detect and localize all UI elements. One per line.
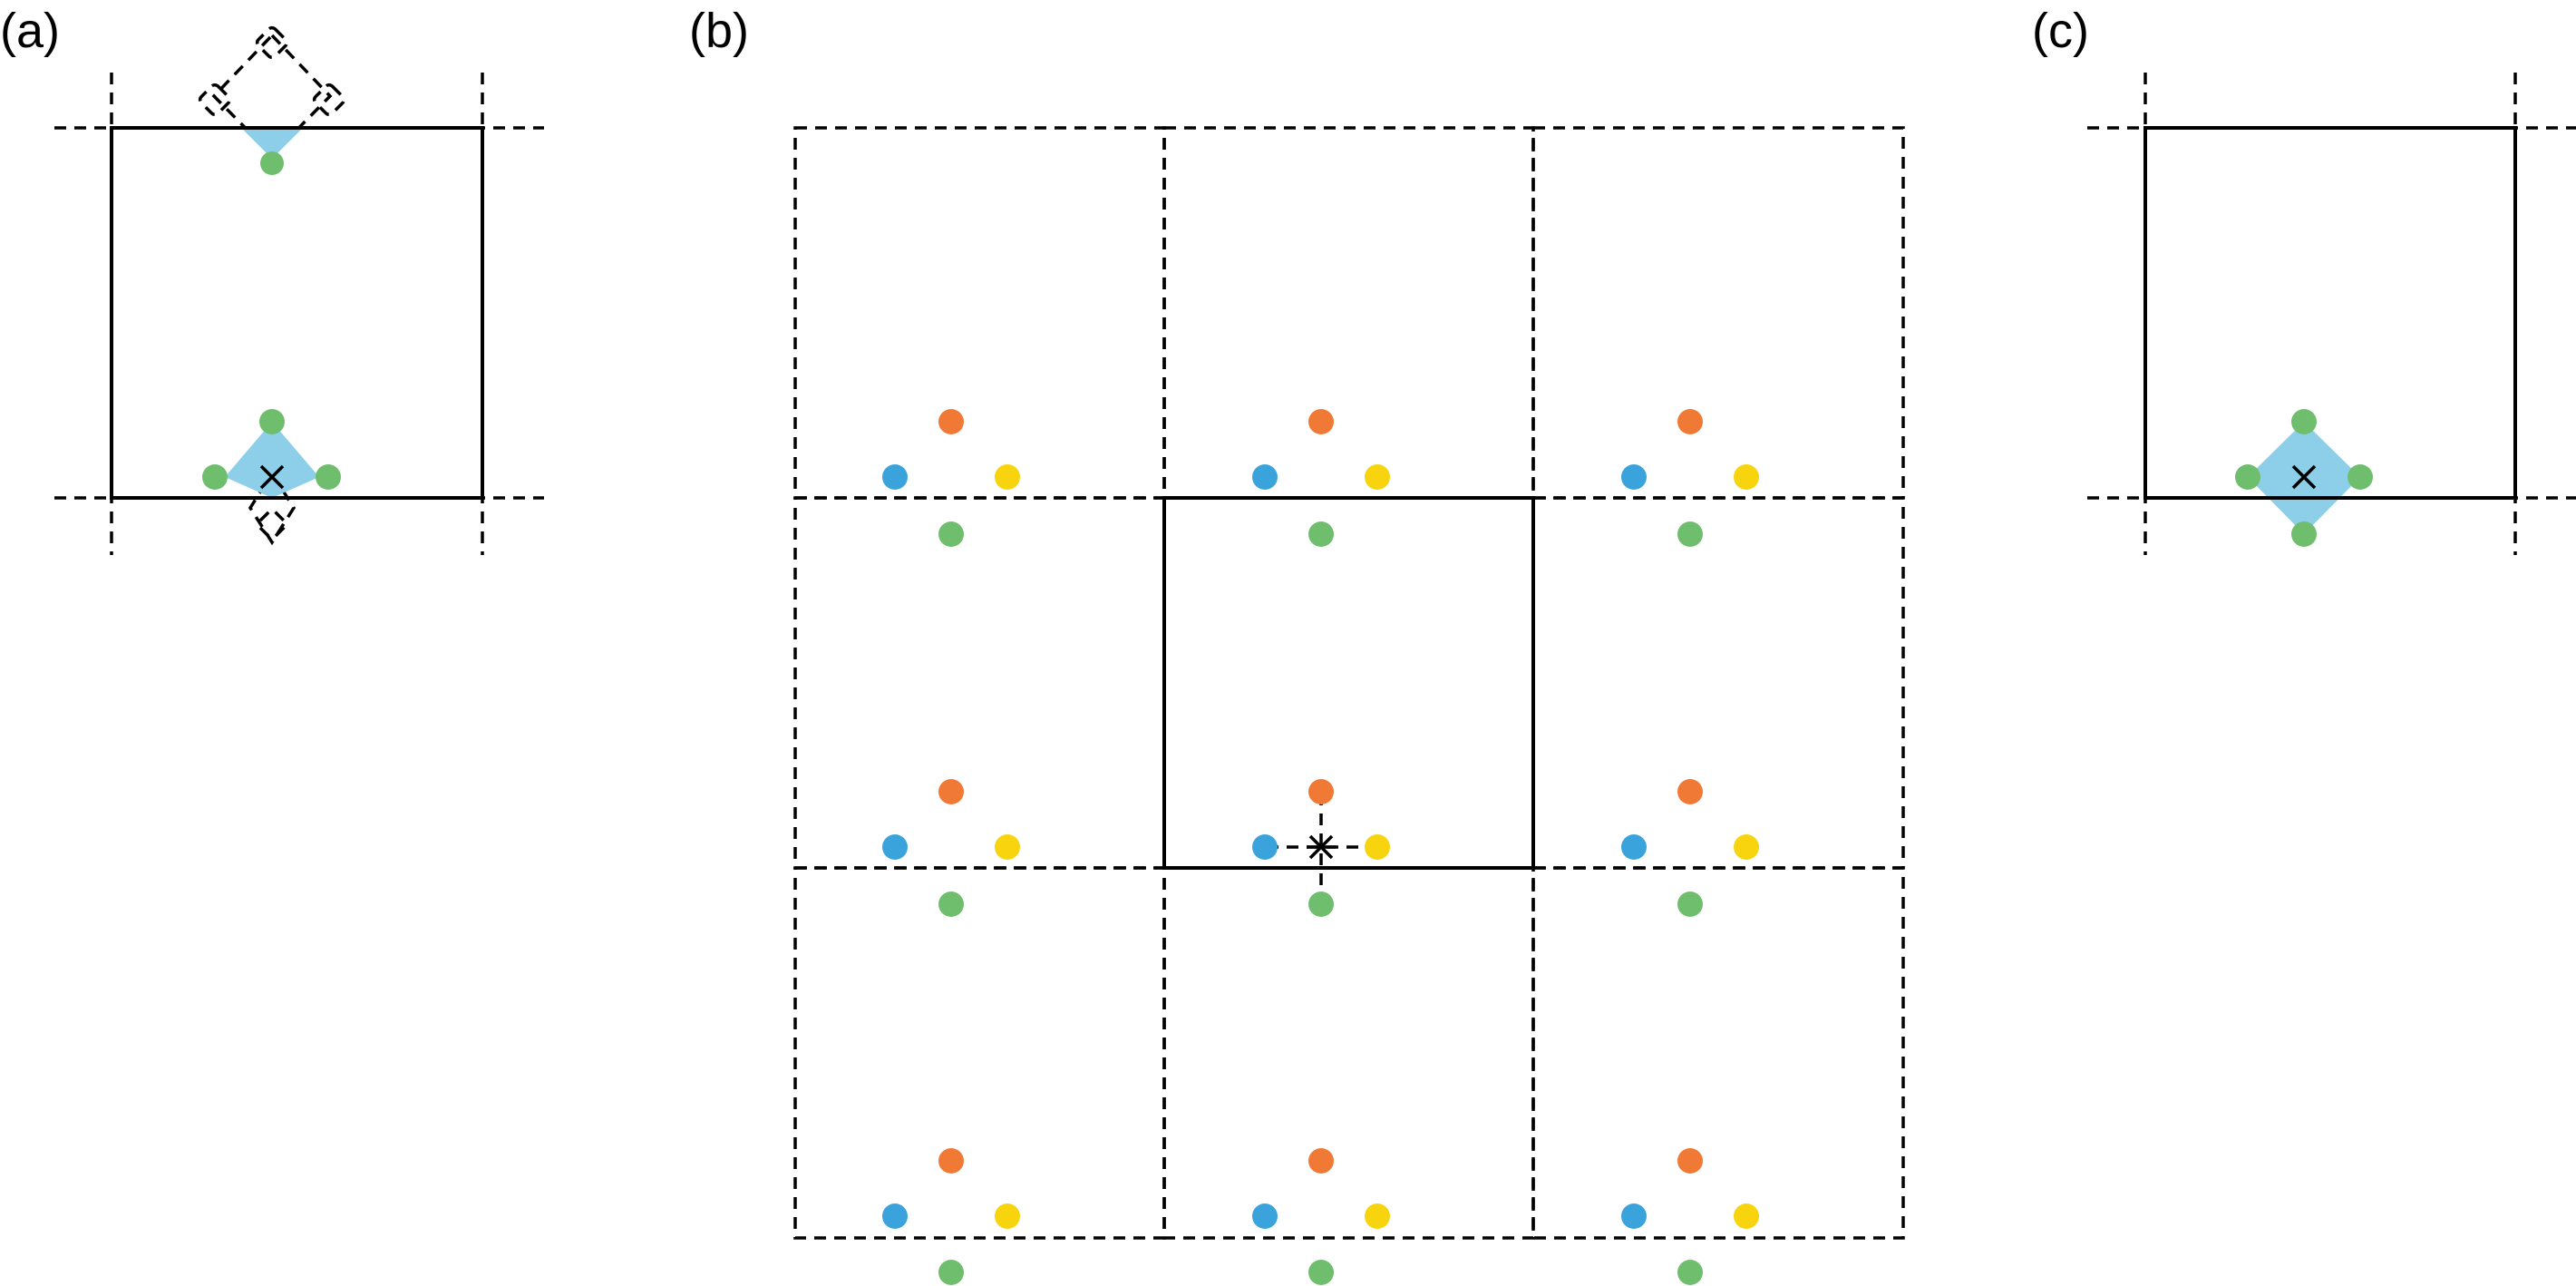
atom-blue [1252,834,1278,860]
center-cross-marker [259,464,285,490]
atom-green-right [316,464,341,490]
atom-green-top [259,409,285,434]
image-cell-0-2 [1531,126,1905,500]
image-cell-1-0 [793,496,1166,870]
molecule-copy-2-2 [1621,1148,1759,1285]
molecule-copy-1-0 [882,779,1020,917]
panel-c-label: (c) [2032,4,2089,58]
atom-green [1308,891,1334,917]
image-cell-1-2 [1531,496,1905,870]
panel-b: (b) [689,4,1905,1285]
image-cell-2-1 [1162,866,1535,1240]
panel-a-label: (a) [0,4,60,58]
image-cell-2-0 [793,866,1166,1240]
atom-orange [1308,779,1334,804]
molecule-copy-0-0 [882,409,1020,547]
panel-a: (a) [0,4,544,555]
image-cell-2-2 [1531,866,1905,1240]
central-unit-cell [1162,496,1535,870]
ghost-atom-left [198,83,232,117]
ghost-atom-right [312,83,346,117]
molecule-copy-0-2 [1621,409,1759,547]
unit-cell [2143,126,2517,500]
center-asterisk-marker [1307,834,1336,860]
image-cell-0-1 [1162,126,1535,500]
ghost-atom-top [255,25,289,60]
molecule-copy-2-0 [882,1148,1020,1285]
panel-c: (c) [2032,4,2576,555]
center-cross-marker [2291,464,2317,490]
unit-cell [110,126,484,500]
atom-green-top [2291,409,2317,434]
wrapped-fragment [241,128,303,159]
atom-green-wrapped [260,151,284,175]
central-molecule [1252,779,1390,917]
atom-green-left [202,464,228,490]
atom-yellow [1365,834,1390,860]
molecule-copy-0-1 [1252,409,1390,547]
molecule-diamond [225,422,319,498]
atom-green-left [2235,464,2260,490]
ghost-atom-bottom [257,509,287,540]
molecule-copy-2-1 [1252,1148,1390,1285]
atom-green-bottom [2291,521,2317,547]
atom-green-right [2348,464,2373,490]
panel-b-label: (b) [689,4,749,58]
molecule-copy-1-2 [1621,779,1759,917]
image-cell-0-0 [793,126,1166,500]
image-cells [793,126,1905,1240]
